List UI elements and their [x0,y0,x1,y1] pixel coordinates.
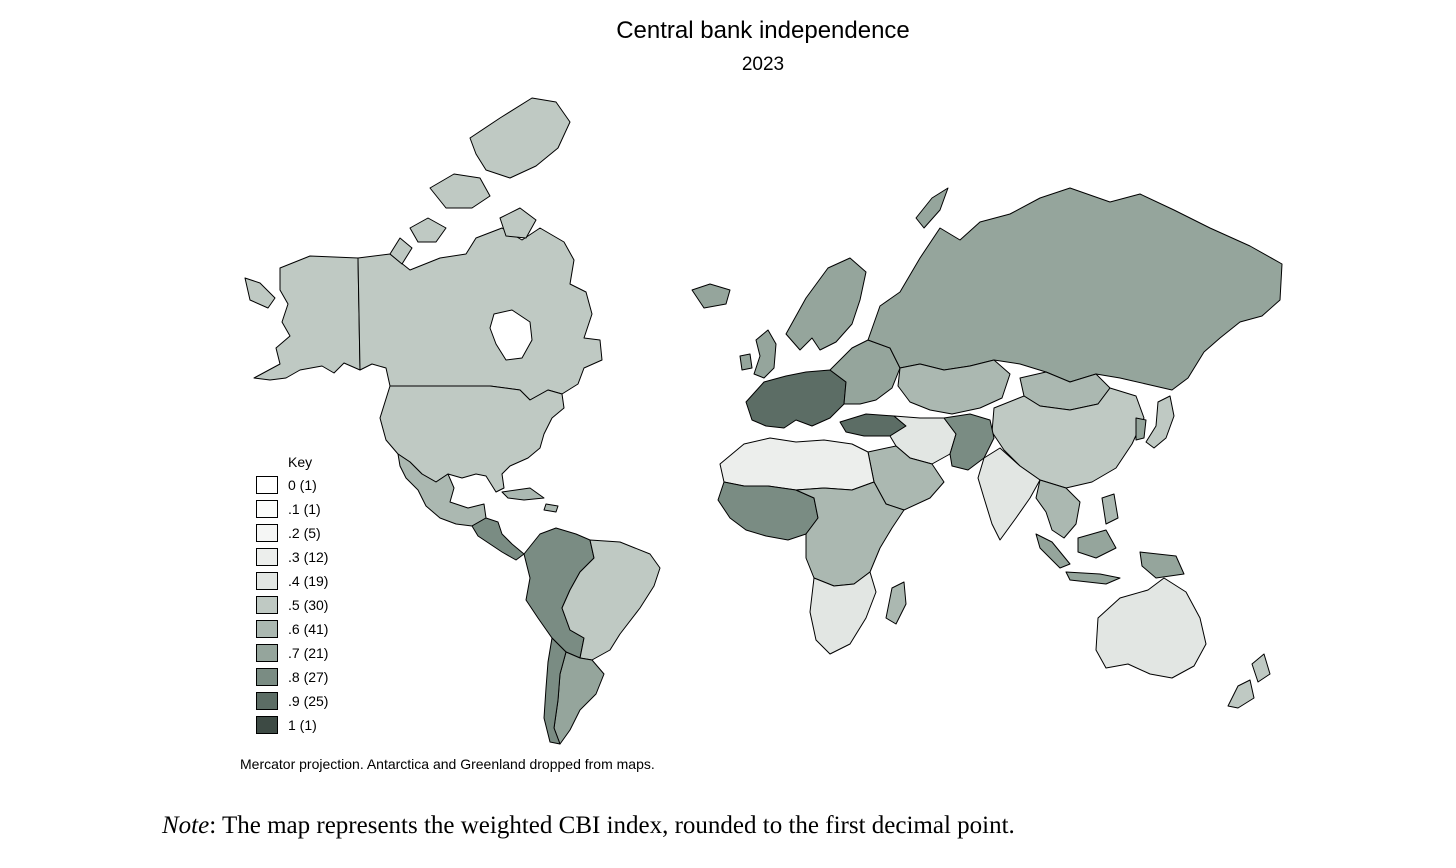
region-indonesia [1035,529,1185,585]
legend-swatch [256,716,278,734]
region-novaya-zemlya [915,187,949,229]
region-chile [543,637,567,745]
legend-swatch [256,620,278,638]
hudson-bay [489,309,533,361]
region-central-america [471,517,525,561]
legend-item: 0 (1) [256,476,416,496]
legend-swatch [256,524,278,542]
legend-label: 1 (1) [288,717,317,733]
legend-item: .3 (12) [256,548,416,568]
legend-label: .6 (41) [288,621,329,637]
legend-swatch [256,668,278,686]
legend-swatch [256,692,278,710]
legend-label: .9 (25) [288,693,329,709]
region-southeast-asia [1035,479,1119,539]
legend-swatch [256,500,278,518]
region-caribbean [501,487,559,513]
legend-item: .9 (25) [256,692,416,712]
legend-title: Key [288,454,313,470]
note-text: : The map represents the weighted CBI in… [209,812,1015,839]
legend-label: 0 (1) [288,477,317,493]
legend-item: .1 (1) [256,500,416,520]
region-north-africa [719,437,875,491]
region-pakistan-afghanistan [943,413,995,471]
world-map [244,97,1283,745]
region-australia [1095,577,1207,679]
map-subtitle: 2023 [741,54,785,75]
legend-item: 1 (1) [256,716,416,736]
region-mexico [397,453,487,527]
map-caption: Mercator projection. Antarctica and Gree… [240,756,655,772]
region-india [977,447,1041,541]
region-central-asia [897,359,1011,415]
legend-label: .1 (1) [288,501,321,517]
region-western-europe [745,369,847,429]
region-uk-ireland [739,329,777,379]
legend-label: .4 (19) [288,573,329,589]
legend-item: .5 (30) [256,596,416,616]
region-japan [1145,395,1175,449]
legend-item: .7 (21) [256,644,416,664]
legend-label: .3 (12) [288,549,329,565]
region-iceland [691,283,731,309]
region-alaska [253,255,361,381]
note: Note: The map represents the weighted CB… [162,812,1015,840]
legend-label: .5 (30) [288,597,329,613]
legend-swatch [256,644,278,662]
legend-swatch [256,476,278,494]
map-title: Central bank independence [616,17,910,44]
legend-swatch [256,572,278,590]
legend-swatch [256,548,278,566]
region-southern-africa [809,571,877,655]
note-label: Note [162,812,210,839]
legend-item: .4 (19) [256,572,416,592]
legend-item: .2 (5) [256,524,416,544]
region-aleutians [244,277,276,309]
legend-label: .8 (27) [288,669,329,685]
region-new-zealand [1227,653,1271,709]
region-madagascar [885,581,907,625]
region-scandinavia [785,257,867,351]
legend-label: .7 (21) [288,645,329,661]
region-korea [1135,417,1147,441]
legend-swatch [256,596,278,614]
region-eastern-europe [829,339,901,405]
legend-item: .8 (27) [256,668,416,688]
region-arctic-islands [389,97,571,265]
legend-label: .2 (5) [288,525,321,541]
legend-item: .6 (41) [256,620,416,640]
legend: Key 0 (1) .1 (1) .2 (5) .3 (12) .4 (19) … [256,454,416,744]
